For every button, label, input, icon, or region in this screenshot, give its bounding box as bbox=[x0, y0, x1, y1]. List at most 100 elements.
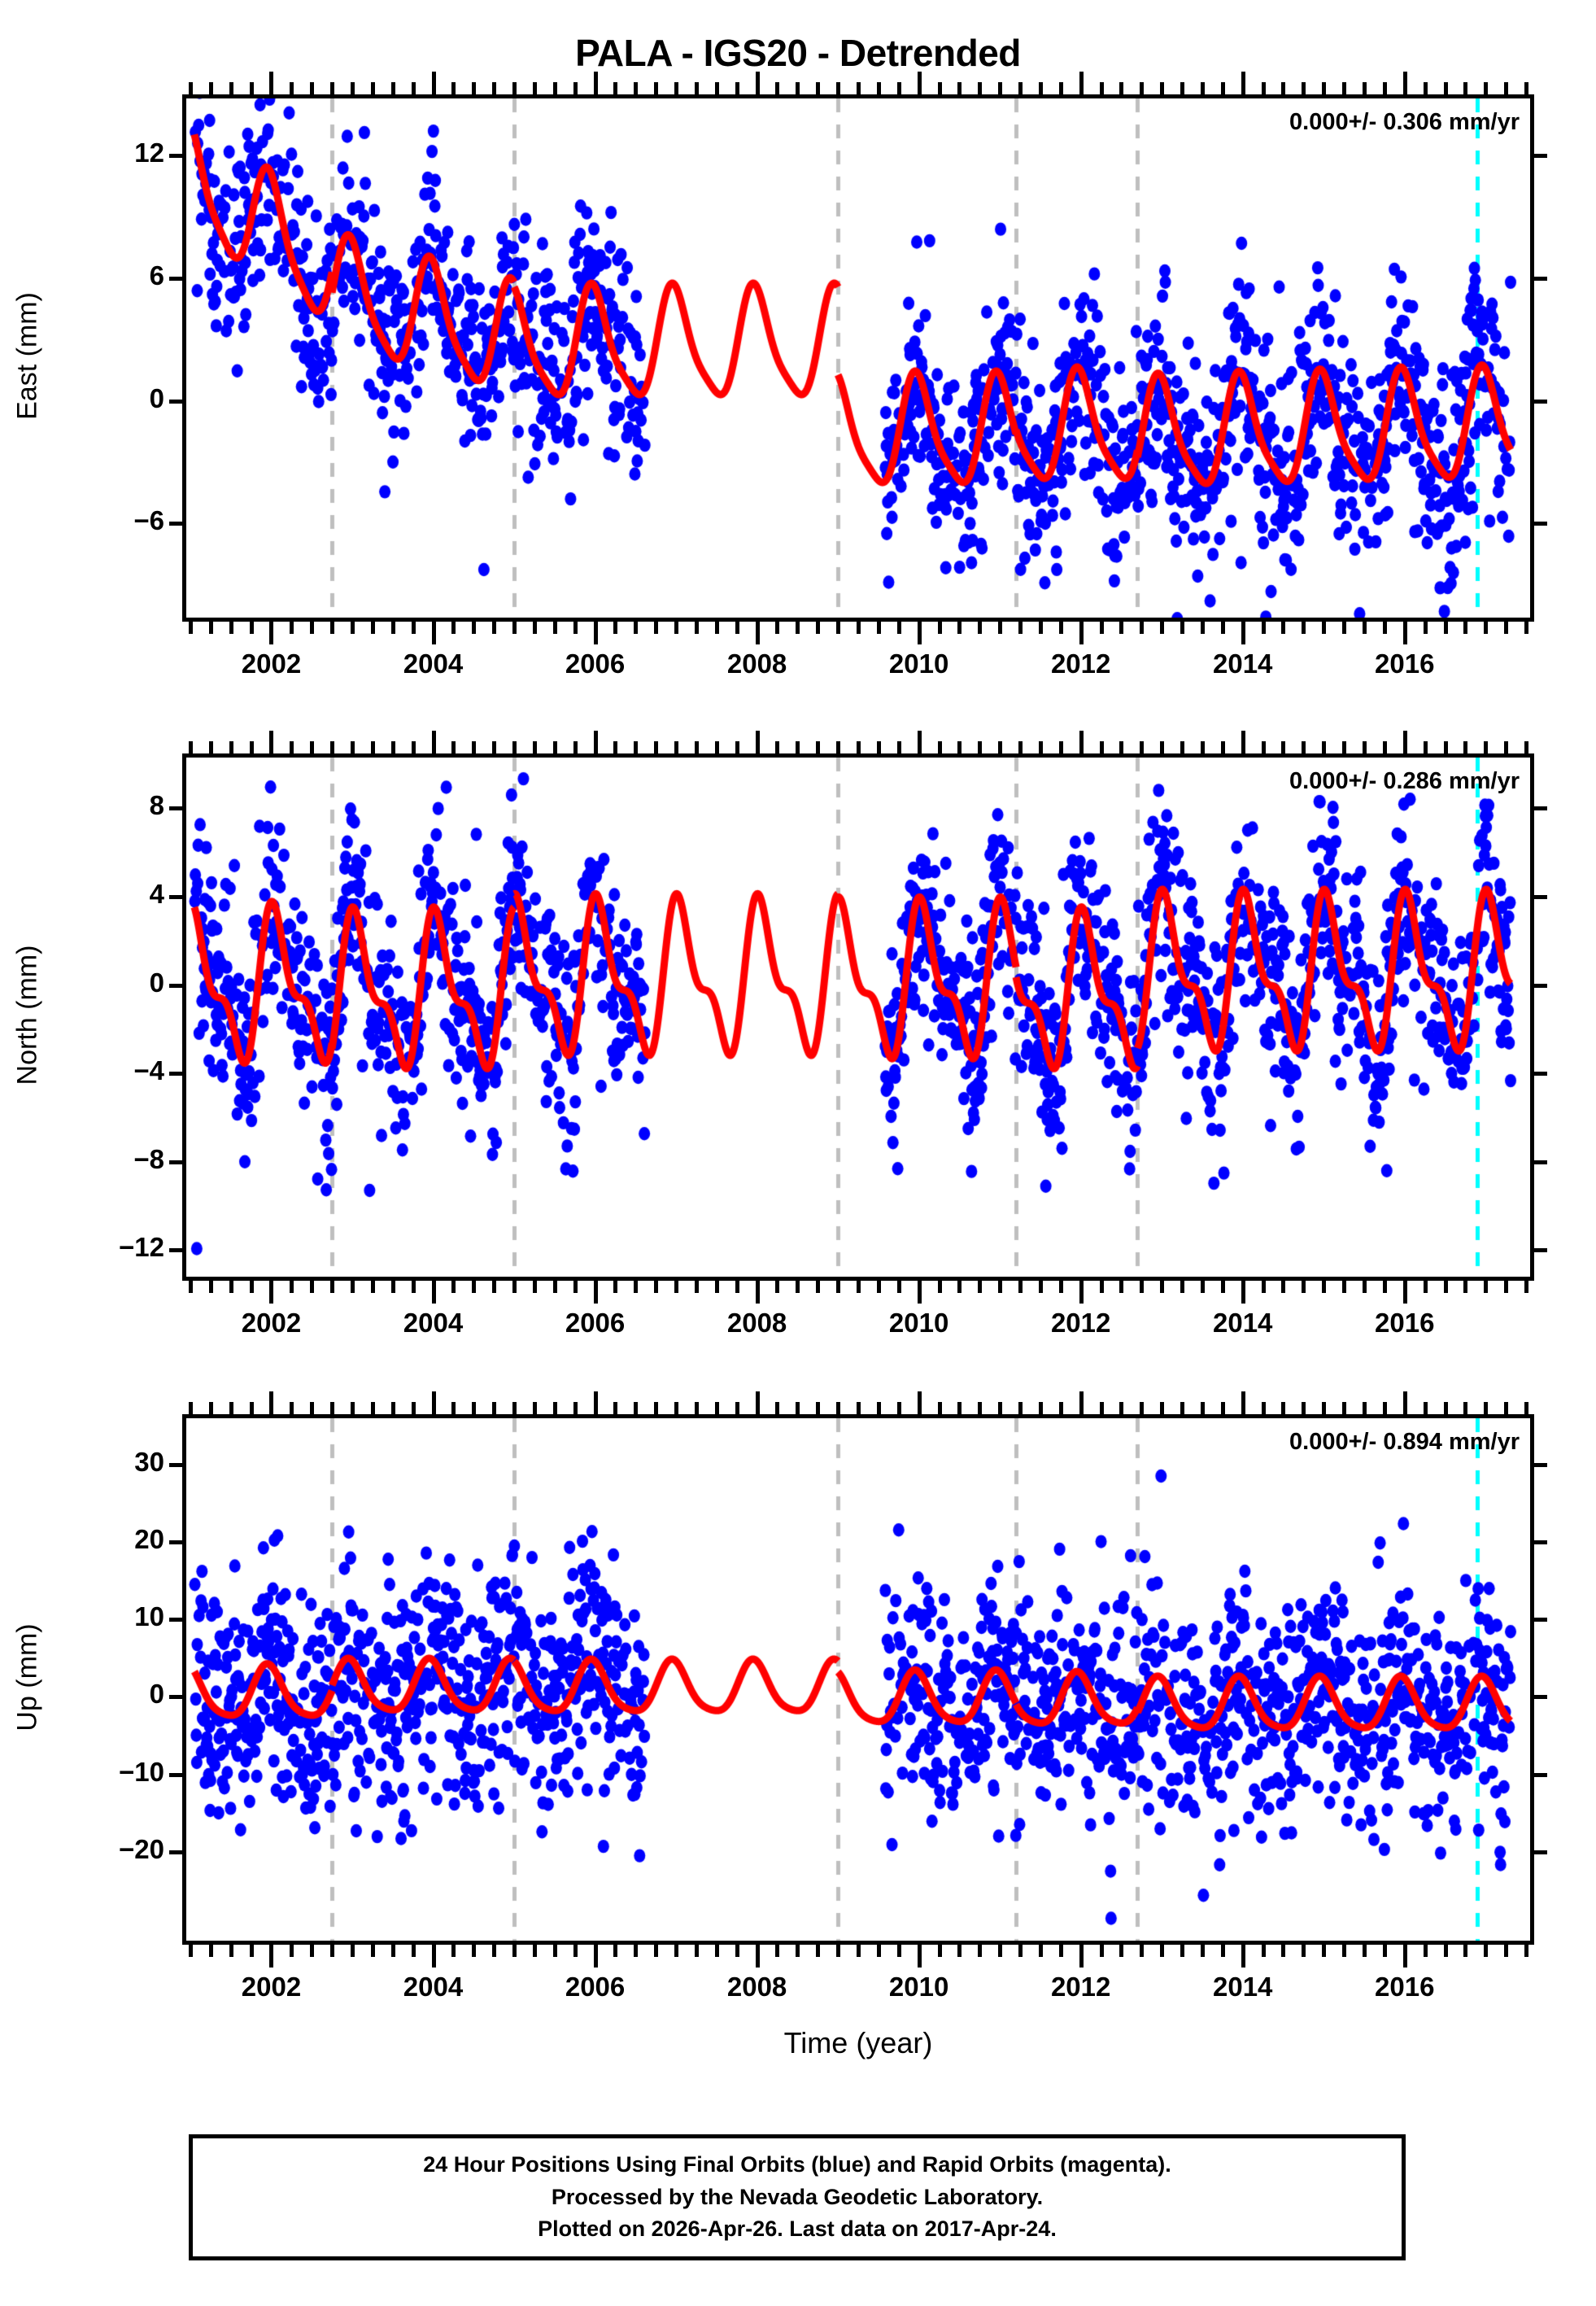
x-tick-label: 2002 bbox=[241, 1972, 302, 2002]
axis-tick bbox=[836, 622, 840, 634]
axis-tick bbox=[1079, 72, 1084, 94]
x-tick-label: 2016 bbox=[1375, 649, 1435, 679]
rate-annotation-north: 0.000+/- 0.286 mm/yr bbox=[1289, 768, 1520, 794]
x-tick-label: 2008 bbox=[726, 1308, 787, 1338]
axis-tick bbox=[957, 82, 962, 94]
axis-tick bbox=[957, 741, 962, 753]
axis-tick bbox=[451, 741, 456, 753]
x-tick-label: 2004 bbox=[403, 649, 464, 679]
axis-tick bbox=[553, 1945, 557, 1957]
axis-tick bbox=[918, 1281, 922, 1304]
axis-tick bbox=[1119, 1402, 1123, 1414]
axis-tick bbox=[1119, 741, 1123, 753]
axis-tick bbox=[695, 1281, 699, 1293]
caption-line-3: Plotted on 2026-Apr-26. Last data on 201… bbox=[538, 2216, 1057, 2242]
axis-tick bbox=[512, 741, 517, 753]
axis-tick bbox=[553, 1281, 557, 1293]
axis-tick bbox=[310, 1945, 314, 1957]
axis-tick bbox=[1424, 1945, 1428, 1957]
axis-tick bbox=[412, 1281, 416, 1293]
axis-tick bbox=[1534, 1850, 1547, 1854]
axis-tick bbox=[695, 622, 699, 634]
axis-tick bbox=[918, 72, 922, 94]
axis-tick bbox=[269, 1281, 273, 1304]
axis-tick bbox=[1059, 1945, 1063, 1957]
axis-tick bbox=[553, 741, 557, 753]
axis-tick bbox=[553, 1402, 557, 1414]
axis-tick bbox=[1180, 741, 1184, 753]
axis-tick bbox=[796, 1281, 800, 1293]
axis-tick bbox=[432, 1945, 436, 1968]
axis-tick bbox=[1383, 1402, 1387, 1414]
axis-tick bbox=[857, 1945, 861, 1957]
axis-tick bbox=[1463, 622, 1467, 634]
axis-tick bbox=[290, 1402, 294, 1414]
x-tick-label: 2014 bbox=[1212, 1308, 1273, 1338]
axis-tick bbox=[351, 1281, 355, 1293]
axis-tick bbox=[351, 82, 355, 94]
axis-tick bbox=[1403, 622, 1407, 644]
axis-tick bbox=[1262, 622, 1266, 634]
axis-tick bbox=[533, 1945, 537, 1957]
axis-tick bbox=[978, 1281, 982, 1293]
x-tick-label: 2008 bbox=[726, 649, 787, 679]
axis-tick bbox=[1534, 1695, 1547, 1699]
axis-tick bbox=[290, 622, 294, 634]
axis-tick bbox=[654, 741, 658, 753]
axis-tick bbox=[1463, 1402, 1467, 1414]
axis-tick bbox=[1403, 1391, 1407, 1414]
axis-tick bbox=[492, 1402, 496, 1414]
rate-annotation-east: 0.000+/- 0.306 mm/yr bbox=[1289, 109, 1520, 135]
axis-tick bbox=[1262, 1281, 1266, 1293]
axis-tick bbox=[371, 82, 375, 94]
axis-tick bbox=[1302, 82, 1306, 94]
x-tick-label: 2012 bbox=[1050, 1308, 1111, 1338]
axis-tick bbox=[1079, 1391, 1084, 1414]
axis-tick bbox=[412, 622, 416, 634]
axis-tick bbox=[594, 1945, 598, 1968]
axis-tick bbox=[1463, 741, 1467, 753]
axis-tick bbox=[573, 82, 578, 94]
axis-tick bbox=[1039, 82, 1043, 94]
y-tick-label: 8 bbox=[149, 790, 164, 821]
axis-tick bbox=[351, 1402, 355, 1414]
axis-tick bbox=[553, 82, 557, 94]
axis-tick bbox=[1383, 82, 1387, 94]
axis-tick bbox=[957, 1402, 962, 1414]
axis-tick bbox=[816, 741, 820, 753]
axis-tick bbox=[330, 622, 334, 634]
axis-tick bbox=[715, 1281, 719, 1293]
axis-tick bbox=[938, 1281, 942, 1293]
axis-tick bbox=[1018, 1281, 1023, 1293]
axis-tick bbox=[1424, 82, 1428, 94]
axis-tick bbox=[1383, 1945, 1387, 1957]
axis-tick bbox=[451, 1281, 456, 1293]
axis-tick bbox=[756, 622, 760, 644]
axis-tick bbox=[1221, 622, 1225, 634]
axis-tick bbox=[169, 1618, 182, 1622]
axis-tick bbox=[1119, 622, 1123, 634]
axis-tick bbox=[169, 1463, 182, 1467]
axis-tick bbox=[877, 1402, 881, 1414]
axis-tick bbox=[310, 622, 314, 634]
axis-tick bbox=[371, 622, 375, 634]
axis-tick bbox=[654, 1402, 658, 1414]
axis-tick bbox=[1534, 1072, 1547, 1076]
axis-tick bbox=[553, 622, 557, 634]
y-tick-label: 6 bbox=[149, 260, 164, 291]
axis-tick bbox=[938, 1402, 942, 1414]
axis-tick bbox=[391, 741, 395, 753]
y-axis-label-east: East (mm) bbox=[11, 292, 43, 420]
axis-tick bbox=[1342, 1402, 1346, 1414]
axis-tick bbox=[796, 1402, 800, 1414]
caption-line-2: Processed by the Nevada Geodetic Laborat… bbox=[551, 2184, 1044, 2209]
axis-tick bbox=[1281, 1402, 1285, 1414]
y-tick-label: 0 bbox=[149, 967, 164, 998]
axis-tick bbox=[957, 622, 962, 634]
axis-tick bbox=[796, 1945, 800, 1957]
y-tick-label: −12 bbox=[119, 1232, 164, 1263]
axis-tick bbox=[250, 622, 254, 634]
axis-tick bbox=[451, 622, 456, 634]
axis-tick bbox=[796, 82, 800, 94]
axis-tick bbox=[512, 622, 517, 634]
